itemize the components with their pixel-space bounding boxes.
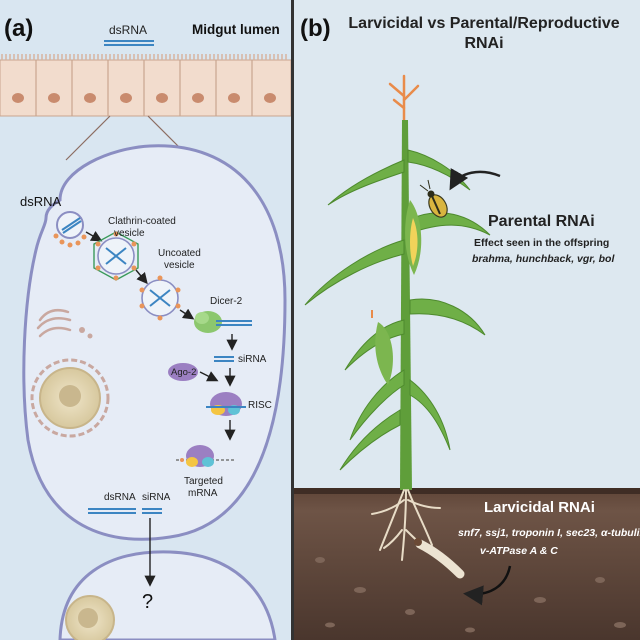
midgut-lumen-label: Midgut lumen <box>192 22 280 37</box>
soil-layer <box>294 488 640 640</box>
dsrna-top-label: dsRNA <box>109 23 147 37</box>
arrow-ago-to-risc <box>199 371 219 382</box>
panel-b-title-line1: Larvicidal vs Parental/Reproductive <box>348 15 619 32</box>
parental-rnai-description: Effect seen in the offspring <box>474 237 609 249</box>
epithelial-cell-row <box>0 54 292 117</box>
targeted-label-line1: Targeted <box>184 476 223 487</box>
clathrin-label-line1: Clathrin-coated <box>108 216 176 227</box>
larvicidal-rnai-title: Larvicidal RNAi <box>484 499 595 516</box>
nucleus-with-er <box>30 358 110 438</box>
sirna-label: siRNA <box>238 354 267 365</box>
soil-surface <box>294 488 640 494</box>
golgi-apparatus <box>36 309 93 339</box>
sirna-exit-label: siRNA <box>142 492 171 503</box>
panel-b-title-line2: RNAi <box>464 35 503 52</box>
arrow-to-larva <box>463 565 512 606</box>
arrow-to-beetle <box>449 168 501 191</box>
uncoated-label-line2: vesicle <box>164 260 195 271</box>
panel-a: dsRNA Midgut lumen (a) dsRNA <box>0 0 292 640</box>
sirna-molecule <box>214 356 234 362</box>
dicer-2-enzyme <box>194 311 252 333</box>
uncoated-vesicle <box>139 275 181 321</box>
panel-b: (b) Larvicidal vs Parental/Reproductive … <box>294 0 640 640</box>
unknown-fate-question-mark: ? <box>142 591 153 613</box>
corn-ear-lower <box>371 310 393 385</box>
corn-rootworm-beetle <box>419 179 448 218</box>
dsrna-exit-label: dsRNA <box>104 492 136 503</box>
larvicidal-genes-line2: v-ATPase A & C <box>480 545 558 557</box>
panel-a-label: (a) <box>4 15 33 42</box>
zoomed-cell <box>22 144 287 541</box>
dsrna-entry-label: dsRNA <box>20 194 62 209</box>
ago-2-protein <box>168 363 198 381</box>
arrow-to-dicer <box>179 308 195 320</box>
corn-roots <box>371 489 441 561</box>
sirna-exit-molecule <box>142 508 162 514</box>
panel-divider <box>291 0 294 640</box>
dsrna-top-molecule: dsRNA <box>104 23 154 46</box>
arrow-to-clathrin <box>85 230 103 242</box>
corn-tassel <box>388 74 420 124</box>
arrow-to-uncoated <box>135 269 148 285</box>
uncoated-label-line1: Uncoated <box>158 248 201 259</box>
soil-stones <box>315 557 626 633</box>
targeted-mrna <box>176 445 236 467</box>
dsrna-exit-molecule <box>88 508 136 514</box>
corn-leaves <box>304 149 491 471</box>
zoom-line-left <box>65 115 111 161</box>
corn-ear-upper <box>405 200 422 275</box>
dicer-label: Dicer-2 <box>210 296 243 307</box>
risc-label: RISC <box>248 400 272 411</box>
neighbor-cell <box>58 550 277 640</box>
clathrin-coated-vesicle <box>93 231 139 281</box>
clathrin-label-line2: vesicle <box>114 228 145 239</box>
panel-b-label: (b) <box>300 15 331 42</box>
risc-complex <box>206 392 246 416</box>
parental-rnai-title: Parental RNAi <box>488 213 595 230</box>
corn-plant <box>304 74 491 561</box>
parental-rnai-genes: brahma, hunchback, vgr, bol <box>472 253 615 265</box>
ago-label: Ago-2 <box>171 367 196 378</box>
rootworm-larva <box>414 538 465 579</box>
targeted-label-line2: mRNA <box>188 488 218 499</box>
larvicidal-genes-line1: snf7, ssj1, troponin I, sec23, α-tubulin… <box>458 527 640 539</box>
endocytosis-pit <box>53 211 87 248</box>
